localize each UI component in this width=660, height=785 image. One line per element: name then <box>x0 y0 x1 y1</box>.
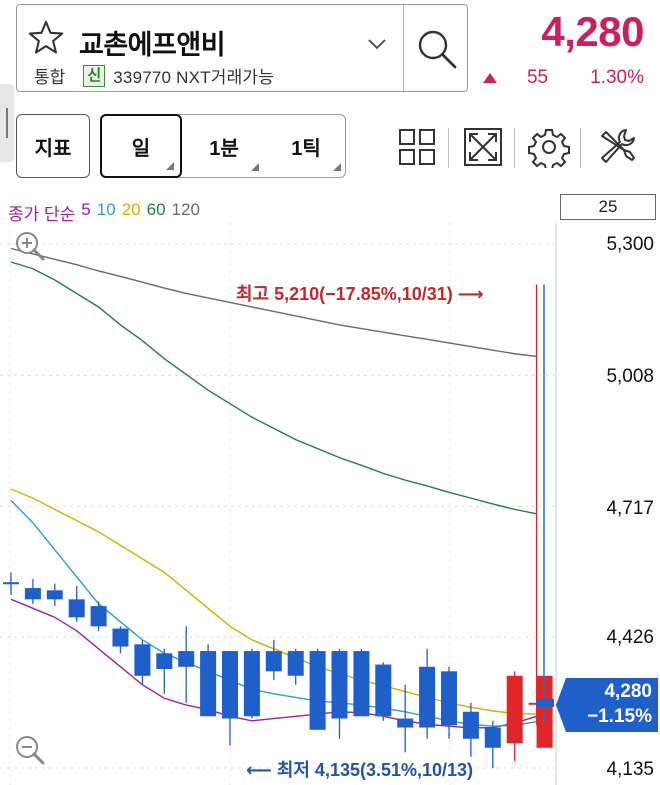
candle-body <box>506 675 523 744</box>
ma-120-line <box>10 247 537 358</box>
ma-60-label: 60 <box>146 200 166 219</box>
indicator-button[interactable]: 지표 <box>16 114 90 178</box>
side-panel-handle[interactable] <box>0 84 14 162</box>
dropdown-corner-icon <box>251 163 259 171</box>
candle-body <box>24 588 41 600</box>
stock-selector[interactable]: 교촌에프앤비 통합 신 339770 NXT거래가능 <box>16 4 468 92</box>
credit-badge: 신 <box>83 64 106 87</box>
market-label: 통합 <box>34 68 66 87</box>
current-price: 4,280 <box>541 8 644 55</box>
candle-body <box>331 651 348 719</box>
ma-title: 종가 단순 <box>8 205 76 224</box>
low-price-annotation: ⟵ 최저 4,135(3.51%,10/13) <box>246 760 474 780</box>
zoom-in-icon[interactable] <box>14 230 46 262</box>
divider <box>403 5 404 91</box>
ma-5-label: 5 <box>81 200 91 219</box>
toolbar-divider <box>514 128 515 168</box>
candle-body <box>134 644 151 676</box>
star-icon[interactable] <box>27 19 65 57</box>
period-1min-button[interactable]: 1분 <box>183 115 265 177</box>
stock-sub-info: 통합 신 339770 NXT거래가능 <box>34 63 274 88</box>
candle-body <box>90 606 107 627</box>
ma-60-line <box>10 261 537 515</box>
price-chart[interactable] <box>0 222 660 785</box>
candle-body <box>3 582 19 585</box>
y-tick-label: 4,717 <box>606 498 654 519</box>
candle-body <box>46 590 63 600</box>
candle-body <box>156 653 173 670</box>
candle-body <box>309 651 326 730</box>
y-tick-label: 4,426 <box>606 627 654 648</box>
candle-body <box>419 666 436 728</box>
period-label: 1분 <box>209 137 239 160</box>
dropdown-corner-icon <box>333 163 341 171</box>
y-tick-label: 5,300 <box>606 234 654 255</box>
period-1tick-button[interactable]: 1틱 <box>265 115 347 177</box>
candle-body <box>222 651 238 719</box>
toolbar-divider <box>448 128 449 168</box>
candle-body <box>484 727 501 748</box>
change-amount: 55 <box>526 67 549 88</box>
settings-gear-icon[interactable] <box>528 126 570 168</box>
period-day-button[interactable]: 일 <box>100 114 182 178</box>
current-price-tag: 4,280 −1.15% <box>556 678 658 732</box>
candle-body <box>178 651 195 667</box>
chevron-down-icon[interactable] <box>367 37 387 51</box>
candle-body <box>375 664 392 717</box>
current-price-marker <box>536 698 554 707</box>
moving-average-legend[interactable]: 종가 단순 5 10 20 60 120 <box>8 200 200 225</box>
candle-body <box>353 651 370 717</box>
candle-body <box>441 671 457 726</box>
candle-body <box>200 651 217 717</box>
stock-code: 339770 NXT거래가능 <box>113 68 275 87</box>
candle-body <box>287 651 304 676</box>
ma-20-label: 20 <box>121 200 141 219</box>
zoom-out-icon[interactable] <box>14 734 46 766</box>
fullscreen-icon[interactable] <box>462 126 504 168</box>
visible-bars-input[interactable]: 25 <box>560 194 656 220</box>
candle-body <box>265 651 282 672</box>
search-icon[interactable] <box>413 25 461 73</box>
price-tag-change: −1.15% <box>587 706 652 727</box>
dropdown-corner-icon <box>166 162 174 170</box>
period-label: 1틱 <box>291 137 321 160</box>
candle-body <box>112 628 129 647</box>
y-tick-label: 4,135 <box>606 759 654 780</box>
candle-body <box>462 711 479 739</box>
layout-grid-icon[interactable] <box>396 126 438 168</box>
tools-icon[interactable] <box>596 126 638 168</box>
candle-body <box>397 718 414 728</box>
stock-name[interactable]: 교촌에프앤비 <box>79 30 226 60</box>
ma-10-line <box>10 499 537 727</box>
toolbar-divider <box>580 128 581 168</box>
y-tick-label: 5,008 <box>606 366 654 387</box>
high-price-annotation: 최고 5,210(−17.85%,10/31) ⟶ <box>236 284 484 304</box>
price-tag-value: 4,280 <box>604 681 652 702</box>
ma-120-label: 120 <box>171 200 200 219</box>
candle-body <box>243 651 260 717</box>
period-label: 일 <box>131 137 151 160</box>
up-triangle-icon <box>482 73 497 83</box>
candle-body <box>68 599 85 618</box>
ma-10-label: 10 <box>96 200 116 219</box>
change-percent: 1.30% <box>590 67 644 88</box>
period-selector: 일 1분 1틱 <box>100 114 346 178</box>
price-change: 55 1.30% <box>482 67 644 89</box>
